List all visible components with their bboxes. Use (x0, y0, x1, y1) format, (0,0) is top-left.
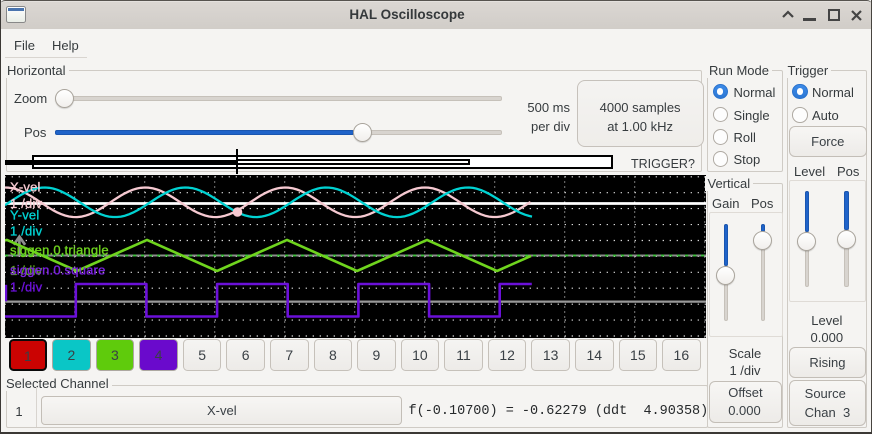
svg-text:1 /div: 1 /div (10, 224, 43, 239)
svg-text:1 /div: 1 /div (10, 263, 43, 278)
svg-text:siggen.0.triangle: siggen.0.triangle (10, 242, 109, 257)
svg-text:X-vel: X-vel (10, 179, 41, 194)
svg-text:1 /div: 1 /div (10, 280, 43, 295)
svg-text:siggen.0.square: siggen.0.square (10, 262, 106, 277)
svg-text:1 /div: 1 /div (10, 196, 43, 211)
svg-text:Y-vel: Y-vel (10, 208, 39, 223)
